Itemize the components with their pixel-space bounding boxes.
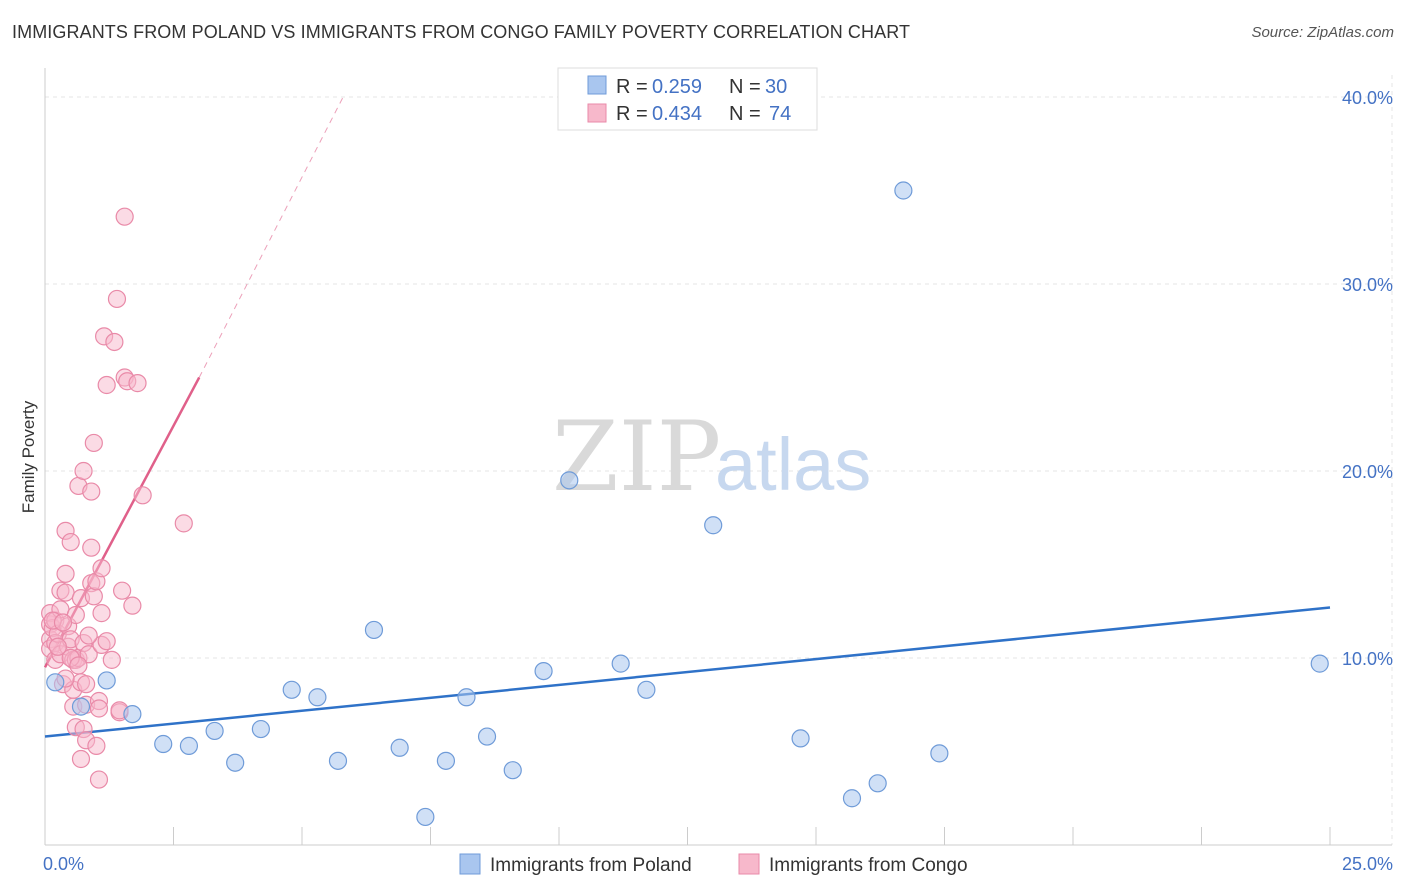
poland-point-1 [97, 671, 116, 690]
congo-points [41, 207, 193, 789]
congo-point-65 [133, 486, 152, 505]
poland-point-25 [842, 789, 862, 808]
top-legend: R = 0.259 N = 30 R = 0.434 N = 74 [557, 67, 818, 131]
congo-point-31 [74, 461, 93, 481]
congo-point-39 [82, 482, 101, 501]
poland-point-20 [560, 471, 579, 490]
bottom-legend-label-poland: Immigrants from Poland [490, 855, 692, 876]
poland-point-3 [123, 704, 142, 724]
poland-point-10 [308, 688, 327, 707]
legend-n-label-poland: N = [729, 76, 761, 98]
congo-point-55 [105, 332, 124, 352]
congo-point-56 [107, 289, 127, 309]
poland-point-28 [930, 744, 949, 763]
congo-point-15 [56, 583, 75, 602]
poland-point-0 [46, 673, 65, 692]
poland-point-27 [894, 181, 913, 200]
legend-r-label-congo: R = [616, 103, 648, 125]
poland-point-11 [328, 751, 348, 770]
congo-point-34 [77, 675, 96, 694]
poland-point-16 [457, 688, 476, 707]
legend-swatch-congo [587, 103, 607, 123]
poland-point-17 [477, 727, 497, 746]
watermark-zip: ZIP [552, 401, 721, 513]
poland-point-12 [364, 620, 384, 640]
congo-point-37 [79, 645, 98, 664]
x-tick-labels: 0.0% 25.0% [43, 854, 1393, 874]
y-tick-label-10: 10.0% [1342, 649, 1393, 669]
y-tick-label-30: 30.0% [1342, 275, 1393, 295]
x-tick-label-min: 0.0% [43, 854, 84, 874]
poland-points [46, 181, 1329, 827]
x-tick-label-max: 25.0% [1342, 854, 1393, 874]
legend-r-value-congo: 0.434 [652, 103, 702, 125]
poland-point-14 [416, 807, 435, 827]
congo-trend-extension [198, 96, 344, 378]
congo-point-44 [87, 736, 106, 755]
chart-title: IMMIGRANTS FROM POLAND VS IMMIGRANTS FRO… [12, 22, 911, 42]
bottom-legend-swatch-poland [459, 853, 481, 875]
bottom-legend-swatch-congo [738, 853, 760, 875]
legend-r-value-poland: 0.259 [652, 76, 702, 98]
congo-point-70 [48, 637, 67, 656]
congo-point-52 [97, 375, 116, 395]
congo-point-40 [82, 538, 101, 557]
poland-point-9 [282, 680, 301, 699]
y-tick-label-40: 40.0% [1342, 88, 1393, 108]
congo-point-64 [128, 374, 147, 393]
congo-point-48 [92, 604, 111, 623]
congo-point-30 [71, 749, 91, 769]
axes [44, 68, 1392, 846]
legend-n-value-congo: 74 [769, 103, 791, 125]
congo-point-68 [53, 613, 73, 632]
congo-point-54 [102, 650, 121, 669]
congo-point-18 [61, 532, 80, 552]
congo-point-63 [123, 596, 142, 615]
gridlines [45, 75, 1393, 845]
poland-point-6 [205, 721, 224, 741]
y-tick-label-20: 20.0% [1342, 462, 1393, 482]
congo-point-66 [174, 514, 193, 533]
poland-point-22 [637, 680, 656, 699]
congo-point-53 [97, 632, 116, 651]
congo-point-62 [115, 207, 134, 226]
poland-point-4 [154, 734, 173, 754]
legend-r-label-poland: R = [616, 76, 648, 98]
poland-point-8 [251, 719, 270, 739]
watermark: ZIP atlas [552, 401, 871, 513]
congo-point-14 [56, 564, 75, 583]
congo-point-72 [79, 626, 98, 645]
poland-point-19 [534, 661, 553, 681]
congo-point-47 [89, 770, 109, 789]
poland-point-29 [1310, 654, 1329, 673]
poland-point-5 [179, 736, 199, 755]
congo-point-71 [69, 656, 88, 675]
y-axis-label: Family Poverty [19, 400, 38, 513]
legend-swatch-poland [587, 75, 607, 95]
legend-n-label-congo: N = [729, 103, 761, 125]
congo-point-49 [92, 559, 111, 578]
poland-point-26 [868, 774, 887, 793]
poland-point-15 [436, 751, 456, 770]
y-tick-labels: 10.0% 20.0% 30.0% 40.0% [1342, 88, 1393, 669]
poland-point-7 [226, 753, 245, 772]
poland-point-18 [503, 761, 522, 780]
poland-point-21 [611, 654, 630, 673]
poland-point-23 [704, 516, 723, 535]
source-label: Source: ZipAtlas.com [1251, 24, 1394, 41]
poland-point-2 [71, 697, 91, 716]
legend-n-value-poland: 30 [765, 76, 787, 98]
congo-point-42 [84, 587, 103, 606]
poland-point-24 [791, 729, 810, 748]
watermark-atlas: atlas [715, 423, 871, 506]
congo-point-41 [84, 433, 103, 453]
poland-point-13 [390, 738, 409, 757]
congo-point-59 [112, 581, 132, 600]
poland-trend-line [44, 606, 1331, 738]
bottom-legend: Immigrants from Poland Immigrants from C… [459, 853, 968, 876]
bottom-legend-label-congo: Immigrants from Congo [769, 855, 968, 876]
congo-point-46 [89, 699, 109, 718]
